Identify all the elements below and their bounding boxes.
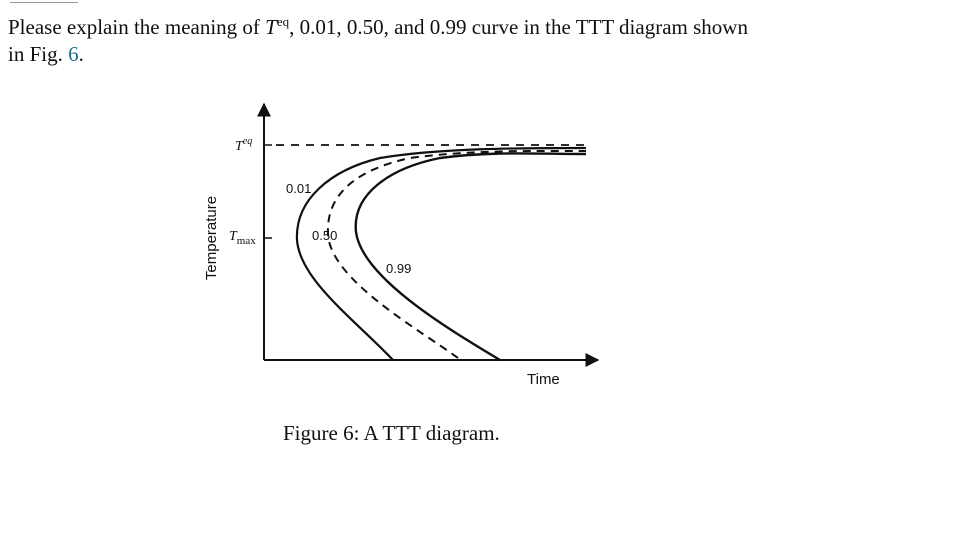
- svg-text:Teq: Teq: [235, 136, 252, 154]
- tmax-label: Tmax: [229, 229, 256, 247]
- t-superscript: eq: [276, 14, 290, 29]
- question-line2-suffix: .: [78, 42, 84, 66]
- svg-text:Tmax: Tmax: [229, 229, 256, 247]
- x-axis-label: Time: [527, 371, 560, 388]
- curve-label-0-50: 0.50: [312, 228, 337, 243]
- question-line2-prefix: in Fig.: [8, 42, 69, 66]
- y-axis-label: Temperature: [203, 196, 220, 280]
- t-symbol: T: [265, 15, 277, 39]
- figure-caption: Figure 6: A TTT diagram.: [283, 421, 500, 445]
- question-text: Please explain the meaning of Teq, 0.01,…: [8, 8, 948, 68]
- question-prefix: Please explain the meaning of: [8, 15, 266, 39]
- curve-label-0-99: 0.99: [386, 261, 411, 276]
- curve-0-01: [295, 146, 587, 361]
- curve-label-0-01: 0.01: [286, 181, 311, 196]
- top-divider: [10, 2, 78, 3]
- curve-0-99: [354, 152, 587, 362]
- figure-ref-link[interactable]: 6: [68, 42, 79, 66]
- curve-0-50: [326, 149, 587, 359]
- teq-label: Teq: [235, 136, 252, 154]
- question-suffix: , 0.01, 0.50, and 0.99 curve in the TTT …: [289, 15, 748, 39]
